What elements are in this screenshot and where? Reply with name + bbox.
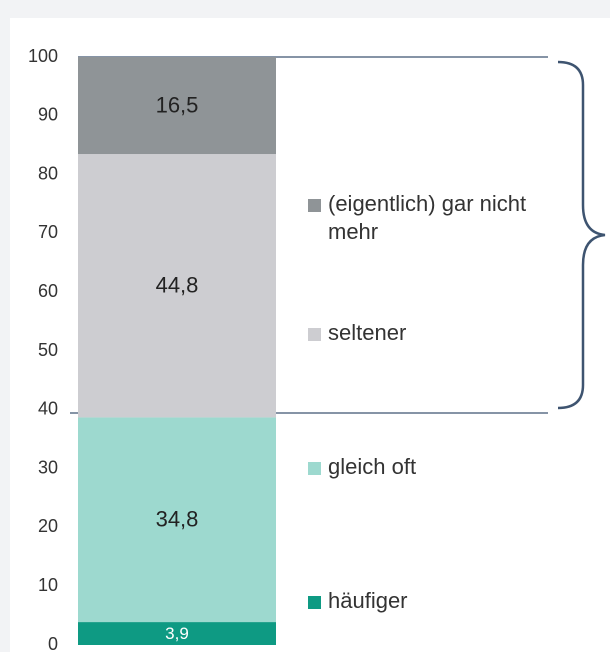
y-tick-label: 50 [38,340,58,360]
legend-entry: gleich oft [308,453,598,481]
y-tick-label: 30 [38,457,58,477]
y-tick-label: 40 [38,399,58,419]
legend-swatch [308,596,321,609]
y-tick-label: 10 [38,575,58,595]
data-label: 3,9 [165,624,189,643]
legend-label: häufiger [328,588,408,613]
legend-swatch [308,328,321,341]
legend-label: (eigentlich) gar nicht mehr [328,191,527,244]
legend-swatch [308,462,321,475]
data-label: 34,8 [156,507,199,532]
y-tick-label: 60 [38,281,58,301]
legend-label: seltener [328,320,407,345]
bar-segment [78,417,276,623]
legend-label: gleich oft [328,454,417,479]
bar-segment [78,622,276,645]
legend-entry: häufiger [308,587,598,615]
y-tick-label: 20 [38,516,58,536]
y-tick-label: 80 [38,163,58,183]
y-tick-label: 100 [28,46,58,66]
bar-segment [78,154,276,418]
y-tick-label: 70 [38,222,58,242]
y-tick-label: 0 [48,634,58,652]
legend-entry: seltener [308,319,598,347]
y-tick-label: 90 [38,105,58,125]
brace [557,60,606,410]
legend-entry: (eigentlich) gar nicht mehr [308,190,558,246]
bar-segment [78,57,276,155]
legend-swatch [308,199,321,212]
data-label: 16,5 [156,92,199,117]
data-label: 44,8 [156,273,199,298]
